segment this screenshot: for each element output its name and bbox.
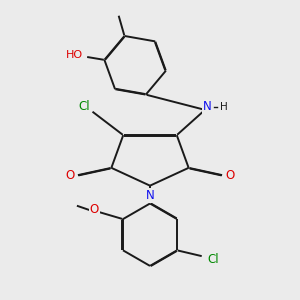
Text: H: H [220, 103, 228, 112]
Text: Cl: Cl [78, 100, 89, 112]
Text: O: O [65, 169, 74, 182]
Text: O: O [226, 169, 235, 182]
Text: O: O [89, 203, 99, 216]
Text: Cl: Cl [207, 253, 218, 266]
Text: N: N [203, 100, 212, 113]
Text: HO: HO [65, 50, 83, 60]
Text: N: N [146, 189, 154, 202]
